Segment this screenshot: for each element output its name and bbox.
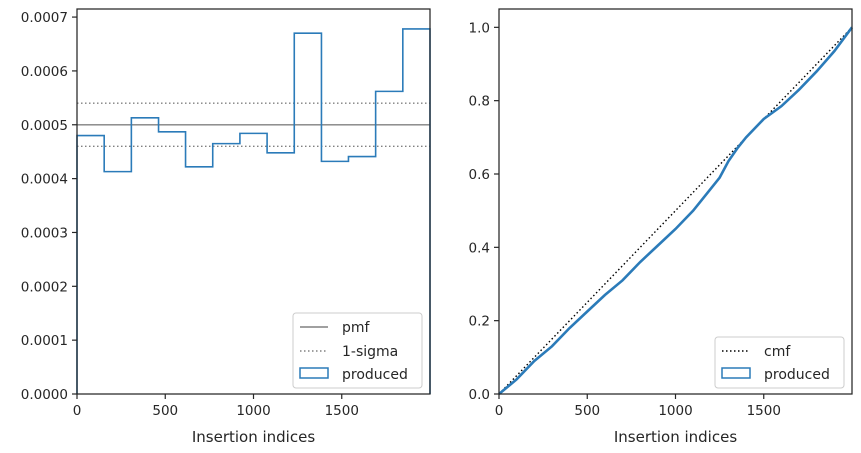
left-x-tick-label: 500 [152,403,178,419]
left-legend: pmf 1-sigma produced [292,312,423,389]
right-ticks: 0 500 1000 1500 0.0 0.2 0.4 0.6 0.8 1.0 [469,20,781,419]
produced-step-histogram [76,28,431,394]
legend-label-1-sigma: 1-sigma [342,344,398,360]
right-x-tick-label: 500 [574,403,600,419]
cmf-line [498,26,853,395]
right-x-axis-label: Insertion indices [614,428,737,446]
right-chart: 0 500 1000 1500 0.0 0.2 0.4 0.6 0.8 1.0 Insertion… [469,8,854,446]
right-y-tick-label: 0.0 [469,387,490,403]
left-x-axis-label: Insertion indices [192,428,315,446]
legend-label-pmf: pmf [342,320,371,336]
left-y-tick-label: 0.0001 [21,333,68,349]
left-legend-frame [292,312,423,389]
left-x-tick-label: 0 [73,403,82,419]
right-y-tick-label: 1.0 [469,20,490,36]
left-x-tick-label: 1000 [236,403,270,419]
left-chart: 0 500 1000 1500 0.0000 0.0001 0.0002 0.0003 0.00… [21,8,431,446]
right-y-tick-label: 0.8 [469,94,490,110]
left-y-tick-label: 0.0005 [21,118,68,134]
right-x-tick-label: 1000 [658,403,692,419]
right-axes-frame [498,8,853,395]
left-ticks: 0 500 1000 1500 0.0000 0.0001 0.0002 0.0003 0.00… [21,10,359,419]
legend-label-produced: produced [342,367,408,383]
right-x-tick-label: 0 [495,403,504,419]
right-legend: cmf produced [714,336,845,389]
right-legend-frame [714,336,845,389]
left-y-tick-label: 0.0003 [21,225,68,241]
legend-label-produced-right: produced [764,367,830,383]
produced-line [498,26,854,395]
left-y-tick-label: 0.0006 [21,64,68,80]
legend-swatch-produced-right [721,367,751,379]
right-y-tick-label: 0.6 [469,167,490,183]
legend-label-cmf: cmf [764,344,791,360]
right-y-tick-label: 0.4 [469,240,490,256]
left-y-tick-label: 0.0007 [21,10,68,26]
left-plot-area [76,28,431,394]
right-y-tick-label: 0.2 [469,314,490,330]
left-x-tick-label: 1500 [325,403,359,419]
left-y-tick-label: 0.0004 [21,172,68,188]
legend-swatch-produced [299,367,329,379]
left-y-tick-label: 0.0000 [21,387,68,403]
right-x-tick-label: 1500 [747,403,781,419]
right-plot-area [498,26,854,395]
left-y-tick-label: 0.0002 [21,279,68,295]
